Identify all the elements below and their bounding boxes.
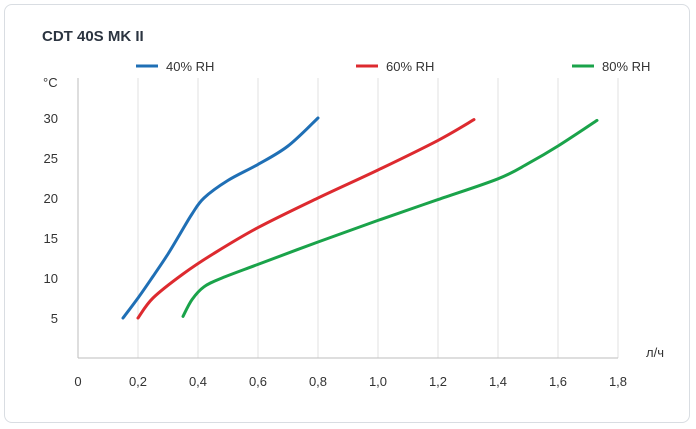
x-tick-label: 0 <box>74 374 81 389</box>
series-lines <box>121 116 599 320</box>
y-tick-label: 30 <box>44 111 58 126</box>
legend: 40% RH 60% RH 80% RH <box>136 59 650 74</box>
legend-label-80-rh: 80% RH <box>602 59 650 74</box>
x-tick-label: 1,4 <box>489 374 507 389</box>
legend-label-40-rh: 40% RH <box>166 59 214 74</box>
x-tick-label: 1,2 <box>429 374 447 389</box>
y-tick-label: 15 <box>44 231 58 246</box>
series-line-80-rh <box>181 118 599 318</box>
chart-title: CDT 40S MK II <box>42 28 144 45</box>
y-tick-label: 25 <box>44 151 58 166</box>
x-tick-labels: 0 0,2 0,4 0,6 0,8 1,0 1,2 1,4 1,6 1,8 <box>74 374 627 389</box>
x-tick-label: 1,8 <box>609 374 627 389</box>
x-tick-label: 0,4 <box>189 374 207 389</box>
x-tick-label: 1,0 <box>369 374 387 389</box>
chart-card <box>4 4 690 423</box>
series-line-60-rh <box>136 118 476 320</box>
y-tick-label: 5 <box>51 311 58 326</box>
gridlines <box>137 78 619 358</box>
y-tick-labels: 5 10 15 20 25 30 <box>44 111 58 326</box>
legend-label-60-rh: 60% RH <box>386 59 434 74</box>
series-line-40-rh <box>121 116 320 320</box>
y-tick-label: 10 <box>44 271 58 286</box>
x-tick-label: 0,2 <box>129 374 147 389</box>
x-tick-label: 1,6 <box>549 374 567 389</box>
x-tick-label: 0,6 <box>249 374 267 389</box>
axes <box>77 78 618 359</box>
x-axis-label: л/ч <box>646 345 664 360</box>
y-tick-label: 20 <box>44 191 58 206</box>
y-axis-label: °C <box>43 75 58 90</box>
x-tick-label: 0,8 <box>309 374 327 389</box>
